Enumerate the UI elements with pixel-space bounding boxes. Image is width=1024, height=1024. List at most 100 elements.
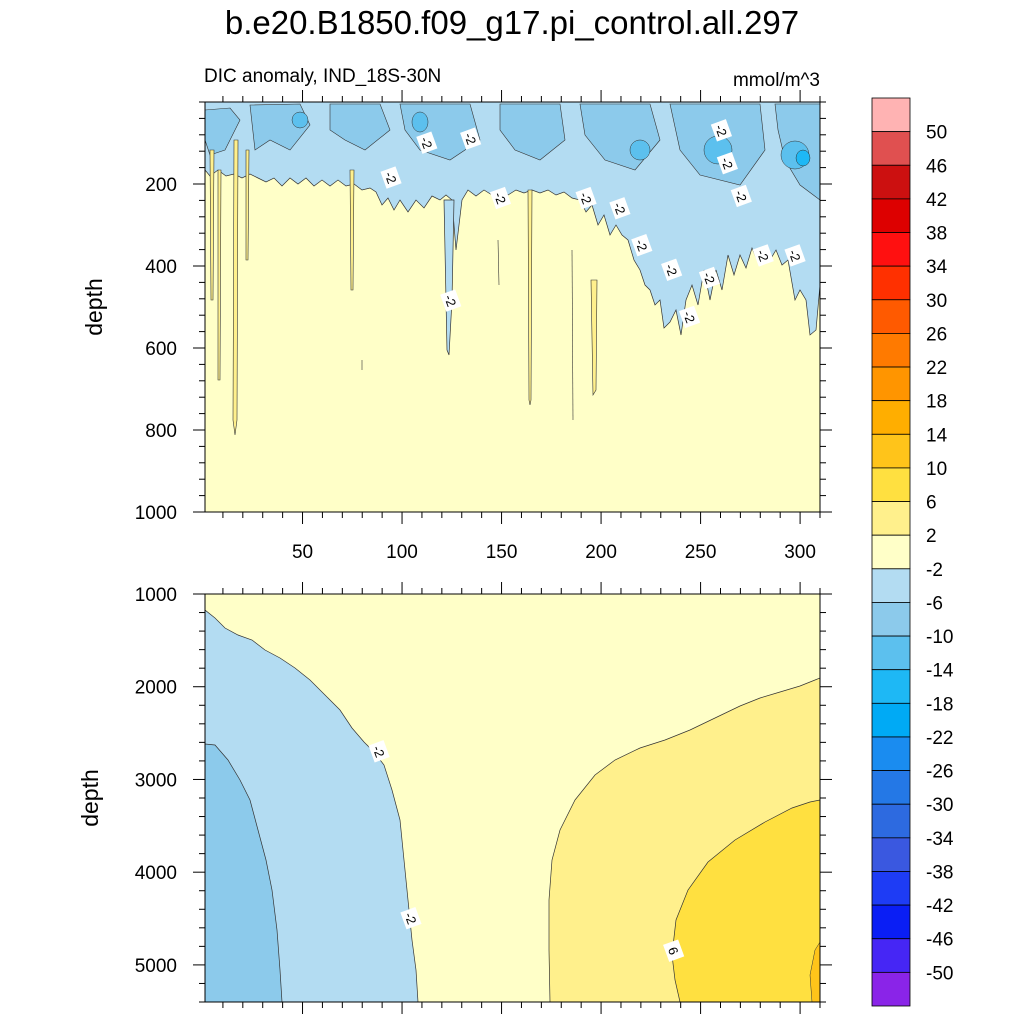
y-tick-label: 800 xyxy=(145,421,177,442)
colorbar-label: -26 xyxy=(926,762,953,783)
colorbar-swatch xyxy=(871,837,911,872)
contour-label: -2 xyxy=(575,186,597,210)
colorbar-label: 10 xyxy=(926,459,947,480)
contour-label-box xyxy=(631,233,653,257)
contour-label-box xyxy=(368,740,390,763)
contour-label-box xyxy=(678,305,701,329)
colorbar-swatch xyxy=(871,602,911,637)
contour-label-box xyxy=(752,244,774,267)
y-tick-label: 200 xyxy=(145,175,177,196)
contour-label: 6 xyxy=(663,939,685,962)
colorbar-label: -2 xyxy=(926,560,943,581)
x-tick-label: 150 xyxy=(486,542,518,563)
colorbar-label: 14 xyxy=(926,425,948,446)
units-label: mmol/m^3 xyxy=(733,70,820,91)
contour-label: -2 xyxy=(730,184,752,208)
contour-label: -2 xyxy=(698,266,721,290)
contour-label: -2 xyxy=(368,740,390,763)
x-tick-label: 200 xyxy=(585,542,617,563)
contour-label-box xyxy=(400,907,422,930)
contour-label-text: 6 xyxy=(665,945,682,957)
y-tick-label: 400 xyxy=(145,257,177,278)
colorbar-label: 26 xyxy=(926,324,947,345)
contour-label-text: -2 xyxy=(401,910,419,926)
contour-label: -2 xyxy=(380,166,402,189)
lower-pos-strong-sliver xyxy=(809,941,820,1002)
colorbar-label: -14 xyxy=(926,661,954,682)
colorbar-swatch xyxy=(871,333,911,368)
contour-label-box xyxy=(663,939,685,962)
contour-label-text: -2 xyxy=(680,309,698,325)
x-tick-label: 300 xyxy=(784,542,816,563)
colorbar: 50 46 42 38 34 30 26 22 18 14 10 6 2 -2 -6 -10 -14 -18 -22… xyxy=(871,97,954,1007)
colorbar-swatch xyxy=(871,971,911,1007)
contour-label-box xyxy=(698,266,721,290)
colorbar-swatch xyxy=(871,702,911,738)
contour-label-text: -2 xyxy=(610,200,628,216)
colorbar-swatch xyxy=(871,871,911,906)
contour-label: -2 xyxy=(416,131,438,154)
contour-label: -2 xyxy=(752,244,774,267)
contour-label-text: -2 xyxy=(754,248,772,264)
contour-label-box xyxy=(710,119,733,142)
contour-label-box xyxy=(416,131,438,154)
colorbar-label: 38 xyxy=(926,224,947,245)
contour-label: -2 xyxy=(489,186,512,210)
colorbar-label: -46 xyxy=(926,930,953,951)
colorbar-swatch xyxy=(871,366,911,402)
lower-axis-ticks: 1000 2000 3000 4000 5000 xyxy=(135,582,832,1014)
lower-neg-mid-region xyxy=(205,743,283,1002)
colorbar-swatch xyxy=(871,400,911,435)
colorbar-swatch xyxy=(871,198,911,233)
colorbar-label: -18 xyxy=(926,694,953,715)
lower-contour-labels: -2 -2 6 xyxy=(368,740,685,962)
contour-label-box xyxy=(575,186,597,210)
y-tick-label: 1000 xyxy=(135,503,177,524)
colorbar-label: -30 xyxy=(926,795,953,816)
contour-label: -2 xyxy=(400,907,422,930)
contour-label: -2 xyxy=(631,233,653,257)
lower-panel: 1000 2000 3000 4000 5000 -2 -2 6 depth xyxy=(77,582,832,1014)
colorbar-label: -10 xyxy=(926,627,953,648)
contour-label-text: -2 xyxy=(382,170,400,186)
upper-pos-filaments xyxy=(209,139,598,436)
lower-y-axis-title: depth xyxy=(77,769,103,827)
contour-label-box xyxy=(460,127,482,150)
contour-label-text: -2 xyxy=(461,131,479,147)
colorbar-label: -6 xyxy=(926,593,943,614)
contour-label-box xyxy=(489,186,512,210)
colorbar-swatch xyxy=(871,164,911,200)
contour-label-text: -2 xyxy=(718,155,736,171)
contour-label-text: -2 xyxy=(786,248,804,264)
contour-label-text: -2 xyxy=(732,188,750,204)
contour-label-text: -2 xyxy=(662,262,680,278)
colorbar-swatch xyxy=(871,669,911,704)
colorbar-swatch xyxy=(871,803,911,839)
colorbar-label: 6 xyxy=(926,493,937,514)
contour-label-text: -2 xyxy=(370,743,388,759)
y-tick-label: 4000 xyxy=(135,863,177,884)
colorbar-swatch xyxy=(871,467,911,502)
upper-contour-lines xyxy=(361,239,574,421)
contour-label: -2 xyxy=(609,197,631,220)
colorbar-swatch xyxy=(871,232,911,267)
colorbar-swatch xyxy=(871,131,911,166)
contour-label-text: -2 xyxy=(441,293,459,309)
contour-label: -2 xyxy=(678,305,701,329)
contour-label: -2 xyxy=(784,244,806,267)
contour-label-box xyxy=(440,289,462,312)
contour-label: -2 xyxy=(710,119,733,142)
colorbar-label: 2 xyxy=(926,526,937,547)
colorbar-swatch xyxy=(871,265,911,301)
y-tick-label: 3000 xyxy=(135,770,177,791)
colorbar-swatch xyxy=(871,299,911,334)
lower-contour-fills xyxy=(205,609,820,1002)
upper-neg-tongue xyxy=(443,199,455,356)
contour-label-box xyxy=(730,184,752,208)
contour-label-box xyxy=(716,151,738,175)
colorbar-label: 18 xyxy=(926,392,947,413)
y-tick-label: 5000 xyxy=(135,956,177,977)
contour-label-box xyxy=(609,197,631,220)
